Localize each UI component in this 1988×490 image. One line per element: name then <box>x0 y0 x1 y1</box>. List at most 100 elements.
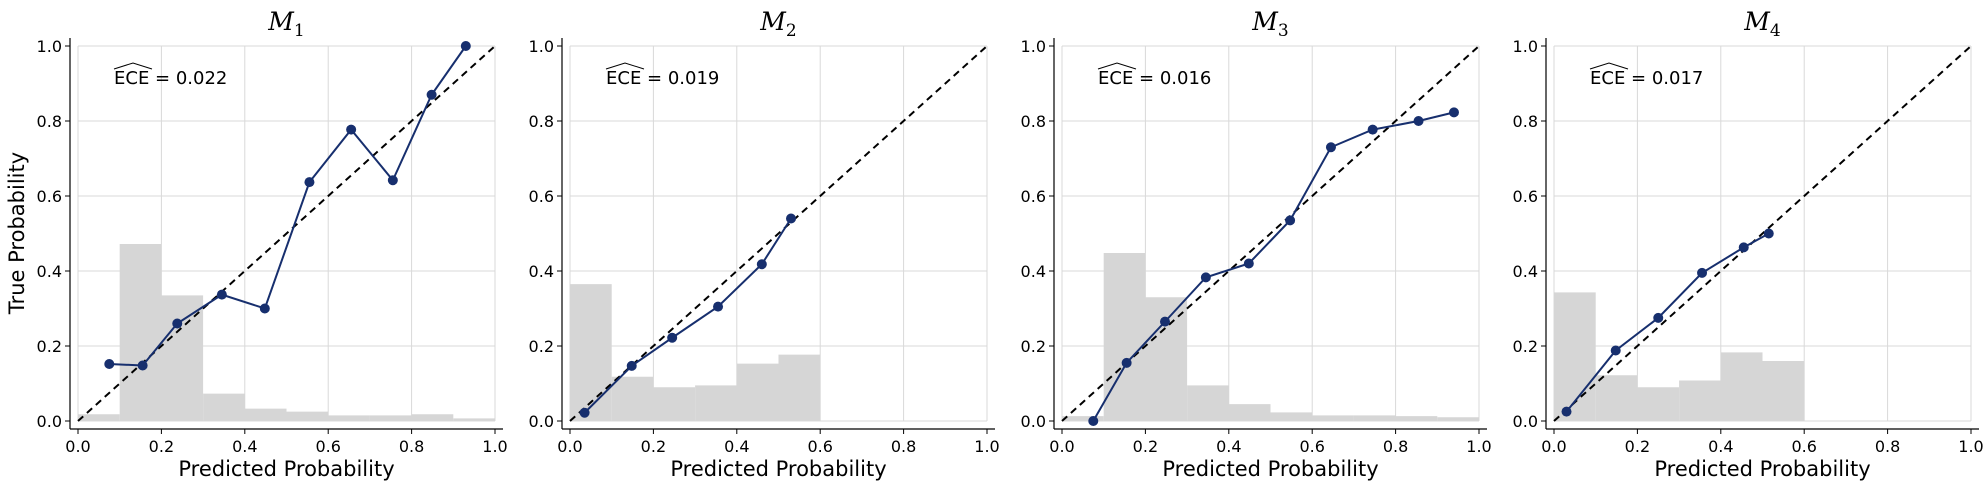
histogram-bar <box>1637 387 1680 421</box>
histogram-bar <box>1353 415 1396 421</box>
panel-4: 0.0 0.2 0.4 0.6 0.8 1.0 0.0 0.2 0.4 0.6 0.8 1.0 Pred… <box>1513 7 1984 481</box>
x-tick-label: 0.4 <box>1216 437 1241 456</box>
ece-hat <box>1589 62 1629 70</box>
y-tick-label: 0.8 <box>1021 112 1046 131</box>
x-tick-label: 0.4 <box>1708 437 1733 456</box>
y-tick-label: 0.0 <box>1513 412 1538 431</box>
x-tick-label: 0.0 <box>557 437 582 456</box>
calibration-point <box>1697 267 1708 278</box>
y-tick-label: 0.4 <box>1021 262 1046 281</box>
histogram-bar <box>1228 404 1271 421</box>
ece-value: = 0.017 <box>1625 68 1703 89</box>
histogram-bar <box>1395 416 1438 421</box>
calibration-point <box>1561 406 1572 417</box>
calibration-point <box>1088 416 1099 426</box>
calibration-point <box>1243 258 1254 269</box>
histogram-bar <box>1595 375 1638 421</box>
histogram-bar <box>328 415 370 421</box>
calibration-point <box>579 407 590 418</box>
panel-title-letter: M <box>759 7 787 36</box>
perfect-calibration-line <box>569 45 988 422</box>
panel-3: 0.0 0.2 0.4 0.6 0.8 1.0 0.0 0.2 0.4 0.6 0.8 1.0 Pred… <box>1021 7 1492 481</box>
y-axis-label: True Probability <box>5 152 29 315</box>
calibration-point <box>667 332 678 343</box>
ece-annotation: ECE = 0.016 <box>1098 68 1211 89</box>
histogram-bar <box>1437 417 1479 421</box>
x-axis-label: Predicted Probability <box>178 457 394 481</box>
x-tick-label: 0.0 <box>1049 437 1074 456</box>
histogram-bar <box>411 414 454 421</box>
histogram-bar <box>161 295 204 421</box>
calibration-point <box>1610 345 1621 356</box>
y-tick-label: 0.2 <box>1513 337 1538 356</box>
y-tick-label: 0.6 <box>529 187 554 206</box>
histogram-bar <box>1679 380 1721 421</box>
histogram-bar <box>778 354 821 421</box>
histogram-bar <box>570 284 612 421</box>
histogram-bar <box>736 363 779 421</box>
y-tick-label: 0.6 <box>1021 187 1046 206</box>
y-tick-label: 0.4 <box>529 262 554 281</box>
y-tick-label: 0.2 <box>529 337 554 356</box>
perfect-calibration-line <box>1553 45 1972 422</box>
histogram-bar <box>203 393 245 421</box>
y-tick-label: 0.2 <box>1021 337 1046 356</box>
x-tick-label: 1.0 <box>482 437 507 456</box>
calibration-point <box>756 259 767 270</box>
y-tick-label: 1.0 <box>1513 37 1538 56</box>
calibration-point <box>172 318 183 329</box>
perfect-calibration-line <box>1061 45 1480 422</box>
x-tick-label: 0.6 <box>807 437 832 456</box>
y-tick-label: 0.6 <box>37 187 62 206</box>
panel-1: 0.0 0.2 0.4 0.6 0.8 1.0 0.0 0.2 0.4 0.6 0.8 1.0 Pred… <box>37 7 508 481</box>
calibration-point <box>1325 142 1336 153</box>
ece-annotation: ECE = 0.022 <box>114 68 227 89</box>
calibration-point <box>1159 316 1170 327</box>
panel-title-letter: M <box>267 7 295 36</box>
y-tick-label: 0.4 <box>1513 262 1538 281</box>
y-tick-label: 0.6 <box>1513 187 1538 206</box>
panel-title-subscript: 4 <box>1770 21 1781 41</box>
histogram-bar <box>1762 361 1805 421</box>
ece-annotation: ECE = 0.017 <box>1590 68 1703 89</box>
calibration-point <box>1121 357 1132 368</box>
ece-annotation: ECE = 0.019 <box>606 68 719 89</box>
x-tick-label: 0.8 <box>1383 437 1408 456</box>
histogram-bar <box>1187 385 1229 421</box>
calibration-line <box>109 45 467 367</box>
perfect-calibration-line <box>77 45 496 422</box>
x-axis-label: Predicted Probability <box>670 457 886 481</box>
ece-value: = 0.019 <box>641 68 719 89</box>
calibration-point <box>426 89 437 100</box>
x-tick-label: 0.4 <box>724 437 749 456</box>
calibration-point <box>387 175 398 186</box>
x-tick-label: 0.0 <box>65 437 90 456</box>
calibration-point <box>137 360 148 371</box>
y-tick-label: 1.0 <box>37 37 62 56</box>
x-tick-label: 1.0 <box>974 437 999 456</box>
x-tick-label: 0.8 <box>891 437 916 456</box>
x-tick-label: 1.0 <box>1466 437 1491 456</box>
panel-title-letter: M <box>1743 7 1771 36</box>
histogram-bar <box>1554 292 1596 421</box>
calibration-point <box>713 301 724 312</box>
x-tick-label: 0.8 <box>399 437 424 456</box>
calibration-line <box>1092 111 1455 422</box>
y-tick-label: 0.8 <box>529 112 554 131</box>
calibration-point <box>460 41 471 51</box>
x-tick-label: 0.6 <box>1791 437 1816 456</box>
y-tick-label: 0.0 <box>37 412 62 431</box>
histogram-bar <box>1270 412 1313 421</box>
ece-symbol: ECE <box>606 68 641 89</box>
calibration-point <box>304 177 315 188</box>
panel-title: M3 <box>1251 7 1288 41</box>
panel-title: M4 <box>1743 7 1780 41</box>
calibration-point <box>626 360 637 371</box>
y-tick-label: 0.8 <box>37 112 62 131</box>
ece-hat <box>605 62 645 70</box>
y-tick-label: 0.4 <box>37 262 62 281</box>
histogram-bar <box>611 376 654 421</box>
panel-title: M2 <box>759 7 796 41</box>
x-axis-label: Predicted Probability <box>1162 457 1378 481</box>
panel-title-subscript: 1 <box>294 21 305 41</box>
